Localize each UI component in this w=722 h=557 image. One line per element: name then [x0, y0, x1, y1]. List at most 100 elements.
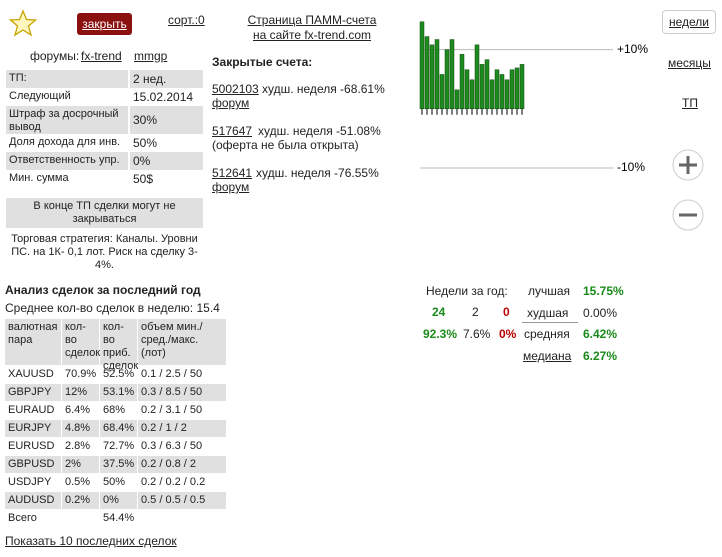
show-last-link[interactable]: Показать 10 последних сделок	[5, 534, 177, 548]
week-count: 0	[503, 305, 510, 319]
table-cell: 0.5 / 0.5 / 0.5	[138, 492, 226, 509]
bar	[509, 69, 515, 110]
table-cell: 0.2 / 1 / 2	[138, 420, 226, 437]
bar	[494, 69, 500, 110]
week-share: 0%	[499, 327, 517, 341]
account-text: худш. неделя -68.61%	[262, 82, 385, 96]
table-cell: 70.9%	[65, 368, 97, 380]
table-cell: 52.5%	[103, 368, 135, 380]
zoom-in[interactable]	[671, 148, 705, 182]
account-id[interactable]: 517647	[212, 124, 253, 138]
info-value: 2 нед.	[130, 70, 203, 88]
bar	[474, 44, 480, 110]
bar	[429, 44, 435, 110]
summary-value: 6.42%	[583, 327, 618, 341]
table-cell: 68%	[103, 404, 126, 416]
table-cell: USDJPY	[8, 476, 52, 488]
table-cell: 2%	[62, 456, 99, 473]
summary-value: 6.27%	[583, 348, 618, 363]
bar	[499, 74, 505, 110]
table-cell: AUDUSD	[5, 492, 61, 509]
analysis-avg: Среднее кол-во сделок в неделю: 15.4	[5, 301, 220, 315]
close-button[interactable]: закрыть	[77, 13, 132, 35]
table-cell: EURJPY	[5, 420, 61, 437]
analysis-title: Анализ сделок за последний год	[5, 283, 201, 297]
info-label: Ответственность упр.	[6, 152, 128, 170]
info-label: Следующий ролловер:	[9, 90, 71, 115]
week-share: 7.6%	[463, 327, 491, 341]
account-id[interactable]: 5002103	[212, 82, 259, 96]
y-tick-label: +10%	[617, 42, 648, 56]
y-tick-label: -10%	[617, 160, 645, 174]
pamm-link-2[interactable]: на сайте fx-trend.com	[252, 28, 372, 42]
table-cell: 37.5%	[100, 456, 137, 473]
info-value: 15.02.2014	[133, 90, 194, 104]
info-value: 0%	[130, 152, 203, 170]
period-months[interactable]: месяцы	[668, 56, 711, 70]
bar	[519, 64, 525, 110]
forum-link[interactable]: fx-trend	[81, 49, 122, 63]
summary-divider	[522, 322, 578, 323]
table-header: кол-во сделок	[62, 319, 100, 365]
table-cell: 12%	[62, 384, 99, 401]
account-id[interactable]: 512641	[212, 166, 253, 180]
table-cell: 0.5%	[65, 476, 91, 488]
table-cell: 0.3 / 8.5 / 50	[138, 384, 226, 401]
bar	[454, 89, 460, 110]
info-label: Штраф за досрочный вывод	[6, 106, 128, 134]
bar	[459, 54, 465, 110]
table-cell: 0.2 / 0.2 / 0.2	[141, 476, 206, 488]
total-value: 54.4%	[103, 512, 135, 524]
table-header: объем мин./сред./макс. (лот)	[138, 319, 226, 365]
sort-link[interactable]: сорт.:0	[168, 13, 205, 27]
closed-title: Закрытые счета:	[212, 55, 313, 69]
summary-value: 15.75%	[583, 284, 624, 298]
bar	[434, 39, 440, 110]
table-cell: 0.2 / 3.1 / 50	[141, 404, 203, 416]
info-value: 50$	[133, 172, 154, 186]
bar	[464, 69, 470, 110]
info-label: Мин. сумма	[9, 172, 69, 184]
star-icon[interactable]	[9, 9, 37, 37]
table-header: кол-во приб. сделок	[100, 319, 138, 372]
table-cell: 0%	[100, 492, 137, 509]
bar	[449, 39, 455, 110]
account-forum[interactable]: форум	[212, 96, 250, 110]
table-cell: XAUUSD	[8, 368, 54, 380]
bar	[419, 21, 425, 110]
forums-label: форумы:	[30, 49, 80, 63]
table-cell: EURAUD	[8, 404, 55, 416]
info-label: ТП:	[6, 70, 128, 88]
bar	[469, 79, 475, 110]
bar	[489, 79, 495, 110]
table-cell: GBPUSD	[5, 456, 61, 473]
bar	[444, 49, 450, 110]
summary-label: худшая	[527, 305, 569, 320]
table-cell: 53.1%	[100, 384, 137, 401]
zoom-out[interactable]	[671, 198, 705, 232]
table-cell: 50%	[103, 476, 126, 488]
table-cell: 0.2 / 0.8 / 2	[138, 456, 226, 473]
table-cell: 0.2%	[62, 492, 99, 509]
table-cell: 0.3 / 6.3 / 50	[141, 440, 203, 452]
forum-link[interactable]: mmgp	[134, 49, 168, 63]
week-share: 92.3%	[423, 327, 458, 341]
bar	[479, 64, 485, 110]
summary-label[interactable]: медиана	[523, 348, 572, 363]
table-cell: 72.7%	[103, 440, 135, 452]
period-weeks[interactable]: недели	[662, 10, 716, 34]
bar	[484, 59, 490, 110]
table-cell: EURUSD	[8, 440, 55, 452]
period-tp[interactable]: ТП	[682, 96, 698, 110]
pamm-link-1[interactable]: Страница ПАММ-счета	[247, 13, 377, 27]
summary-value: 0.00%	[583, 305, 618, 320]
bar	[439, 74, 445, 110]
account-forum[interactable]: форум	[212, 180, 250, 194]
table-cell: 6.4%	[65, 404, 91, 416]
table-header: валютная пара	[5, 319, 61, 365]
table-cell: 2.8%	[65, 440, 91, 452]
bar	[424, 36, 430, 110]
week-count: 2	[472, 305, 479, 319]
strategy: Торговая стратегия: Каналы. Уровни ПС. н…	[11, 233, 198, 271]
